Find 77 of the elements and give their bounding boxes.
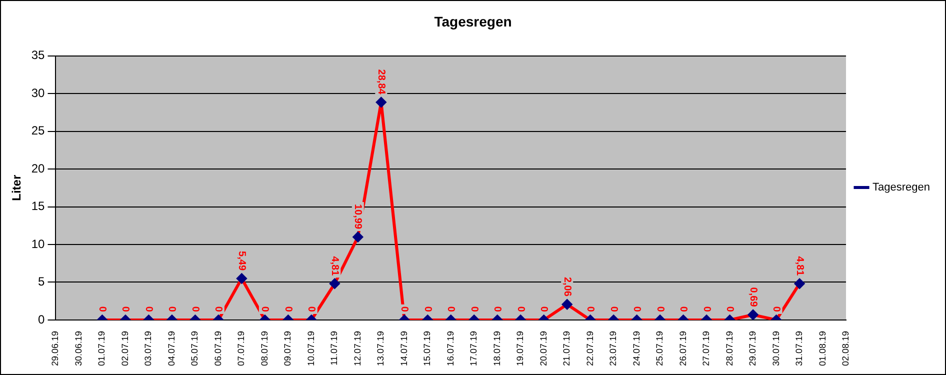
data-label: 28,84	[375, 69, 386, 95]
x-tick-label: 19.07.19	[515, 330, 526, 366]
x-tick-label: 01.08.19	[817, 330, 828, 366]
data-label: 0	[538, 306, 550, 312]
x-tick-label: 31.07.19	[794, 330, 804, 366]
data-label: 0	[770, 306, 782, 312]
x-tick-label: 13.07.19	[376, 330, 386, 366]
x-tick-label: 27.07.19	[701, 330, 712, 366]
data-label: 5,49	[236, 251, 247, 271]
x-tick-label: 20.07.19	[538, 330, 548, 366]
data-label: 0	[445, 306, 456, 312]
x-tick-label: 29.06.19	[50, 330, 60, 366]
data-label: 4,81	[794, 256, 805, 276]
y-tick-label: 0	[38, 312, 46, 326]
y-tick-label: 5	[38, 274, 46, 289]
x-tick-label: 09.07.19	[282, 330, 293, 366]
y-tick-label: 20	[31, 161, 46, 176]
x-tick-label: 06.07.19	[212, 330, 223, 366]
data-label: 0	[398, 306, 410, 312]
data-label: 0	[678, 306, 689, 312]
data-label: 0	[142, 306, 154, 312]
x-tick-label: 11.07.19	[329, 330, 340, 366]
y-axis-title: Liter	[10, 174, 24, 201]
data-label: 0	[514, 306, 526, 312]
x-tick-label: 17.07.19	[468, 330, 479, 366]
x-tick-label: 25.07.19	[654, 330, 665, 366]
data-label: 4,81	[328, 256, 340, 276]
data-label: 0	[189, 306, 200, 312]
x-tick-label: 30.06.19	[73, 330, 84, 366]
x-tick-label: 02.07.19	[120, 330, 130, 366]
data-label: 0	[468, 306, 480, 312]
legend-label: Tagesregen	[872, 182, 930, 194]
x-tick-label: 03.07.19	[143, 330, 154, 366]
data-label: 0	[654, 306, 666, 312]
y-tick-label: 35	[31, 48, 46, 62]
x-tick-label: 23.07.19	[608, 330, 618, 366]
x-tick-label: 30.07.19	[770, 330, 781, 366]
x-tick-label: 26.07.19	[678, 330, 688, 366]
x-tick-label: 12.07.19	[352, 330, 362, 366]
data-label: 0	[96, 306, 108, 312]
data-label: 10,99	[352, 204, 364, 230]
data-label: 0	[306, 306, 317, 312]
data-label: 0	[120, 306, 131, 312]
x-tick-label: 10.07.19	[306, 330, 316, 366]
x-tick-label: 01.07.19	[96, 330, 107, 366]
x-tick-label: 22.07.19	[584, 330, 595, 366]
data-label: 0	[212, 306, 224, 312]
y-tick-label: 30	[31, 86, 46, 100]
x-tick-label: 07.07.19	[236, 330, 246, 366]
x-tick-label: 24.07.19	[631, 330, 642, 366]
x-tick-label: 16.07.19	[445, 330, 456, 366]
data-label: 0	[700, 306, 712, 312]
data-label: 0	[282, 306, 294, 312]
chart-title: Tagesregen	[434, 13, 512, 30]
x-tick-label: 21.07.19	[562, 330, 572, 366]
data-label: 0	[724, 306, 736, 312]
data-label: 0	[631, 306, 642, 312]
x-tick-label: 28.07.19	[724, 330, 734, 366]
data-label: 0	[259, 306, 270, 312]
data-label: 0	[422, 306, 433, 312]
x-tick-label: 08.07.19	[259, 330, 270, 366]
x-tick-label: 14.07.19	[398, 330, 409, 366]
y-tick-label: 15	[31, 199, 46, 214]
y-tick-label: 25	[31, 124, 46, 138]
data-label: 0	[608, 306, 619, 312]
data-label: 0	[166, 306, 178, 312]
data-label: 2,06	[561, 276, 572, 297]
x-tick-label: 02.08.19	[840, 330, 850, 366]
data-label: 0	[584, 306, 596, 312]
x-tick-label: 05.07.19	[190, 330, 200, 366]
x-tick-label: 15.07.19	[422, 330, 432, 366]
x-tick-label: 04.07.19	[166, 330, 176, 366]
x-tick-label: 29.07.19	[748, 330, 758, 366]
data-label: 0,69	[747, 287, 758, 308]
data-label: 0	[492, 306, 503, 312]
x-tick-label: 18.07.19	[492, 330, 502, 366]
y-tick-label: 10	[31, 236, 46, 251]
